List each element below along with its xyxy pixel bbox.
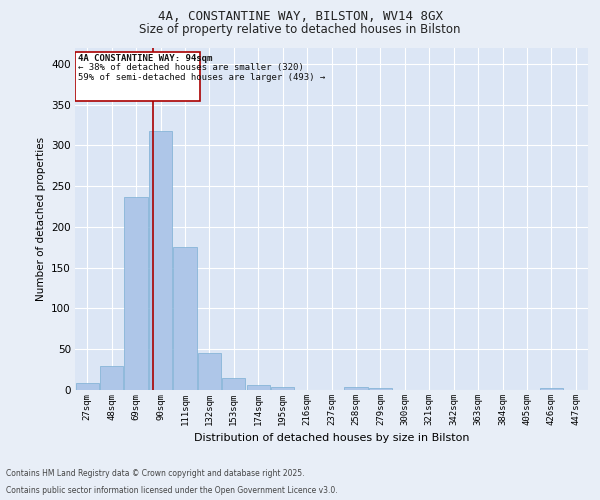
Text: 4A CONSTANTINE WAY: 94sqm: 4A CONSTANTINE WAY: 94sqm bbox=[79, 54, 213, 63]
Text: ← 38% of detached houses are smaller (320): ← 38% of detached houses are smaller (32… bbox=[79, 63, 304, 72]
Bar bbox=[149, 130, 172, 390]
FancyBboxPatch shape bbox=[76, 52, 200, 100]
Bar bbox=[222, 378, 245, 390]
Bar bbox=[198, 354, 221, 390]
Bar bbox=[76, 384, 99, 390]
Bar bbox=[344, 386, 368, 390]
Bar bbox=[540, 388, 563, 390]
Text: Contains HM Land Registry data © Crown copyright and database right 2025.: Contains HM Land Registry data © Crown c… bbox=[6, 468, 305, 477]
Bar bbox=[369, 388, 392, 390]
Text: Contains public sector information licensed under the Open Government Licence v3: Contains public sector information licen… bbox=[6, 486, 338, 495]
Bar bbox=[247, 385, 270, 390]
Y-axis label: Number of detached properties: Number of detached properties bbox=[35, 136, 46, 301]
Bar bbox=[100, 366, 123, 390]
X-axis label: Distribution of detached houses by size in Bilston: Distribution of detached houses by size … bbox=[194, 434, 469, 444]
Bar bbox=[124, 196, 148, 390]
Text: 59% of semi-detached houses are larger (493) →: 59% of semi-detached houses are larger (… bbox=[79, 73, 326, 82]
Text: 4A, CONSTANTINE WAY, BILSTON, WV14 8GX: 4A, CONSTANTINE WAY, BILSTON, WV14 8GX bbox=[157, 10, 443, 23]
Bar bbox=[173, 248, 197, 390]
Bar bbox=[271, 386, 294, 390]
Text: Size of property relative to detached houses in Bilston: Size of property relative to detached ho… bbox=[139, 22, 461, 36]
